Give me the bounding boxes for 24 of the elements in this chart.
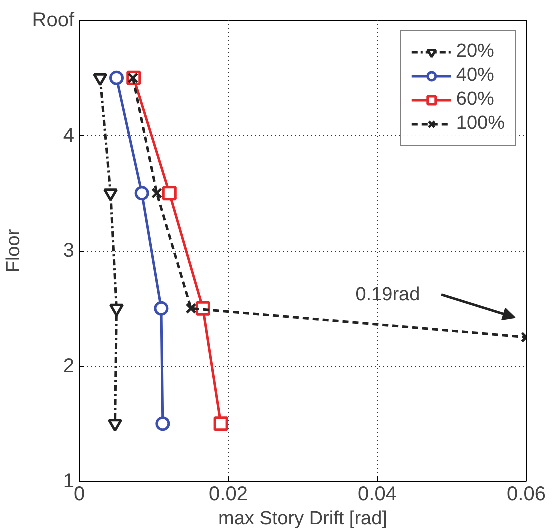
x-tick-label: 0.06 [507, 484, 546, 506]
legend-label: 40% [456, 65, 494, 87]
y-tick-label: 1 [63, 470, 74, 492]
point [151, 188, 162, 199]
x-axis-title: max Story Drift [rad] [218, 508, 388, 530]
annotation: 0.19rad [356, 284, 420, 306]
legend-label: 100% [456, 113, 505, 135]
y-tick-label: 4 [63, 124, 74, 147]
y-axis-title: Floor [3, 228, 24, 273]
y-tick-label: 3 [63, 240, 74, 262]
x-tick-label: 0.04 [358, 484, 397, 506]
point [110, 70, 124, 86]
x-tick-label: 0.02 [209, 484, 248, 506]
point [156, 416, 170, 432]
y-tick-label: Roof [32, 10, 75, 32]
point [154, 301, 169, 316]
point [186, 303, 197, 314]
point [134, 186, 150, 201]
y-tick-label: 2 [63, 355, 74, 378]
legend-label: 60% [456, 89, 494, 111]
point [214, 416, 228, 432]
point [162, 186, 177, 201]
legend-label: 20% [456, 41, 494, 63]
x-tick-label: 0 [74, 484, 86, 506]
